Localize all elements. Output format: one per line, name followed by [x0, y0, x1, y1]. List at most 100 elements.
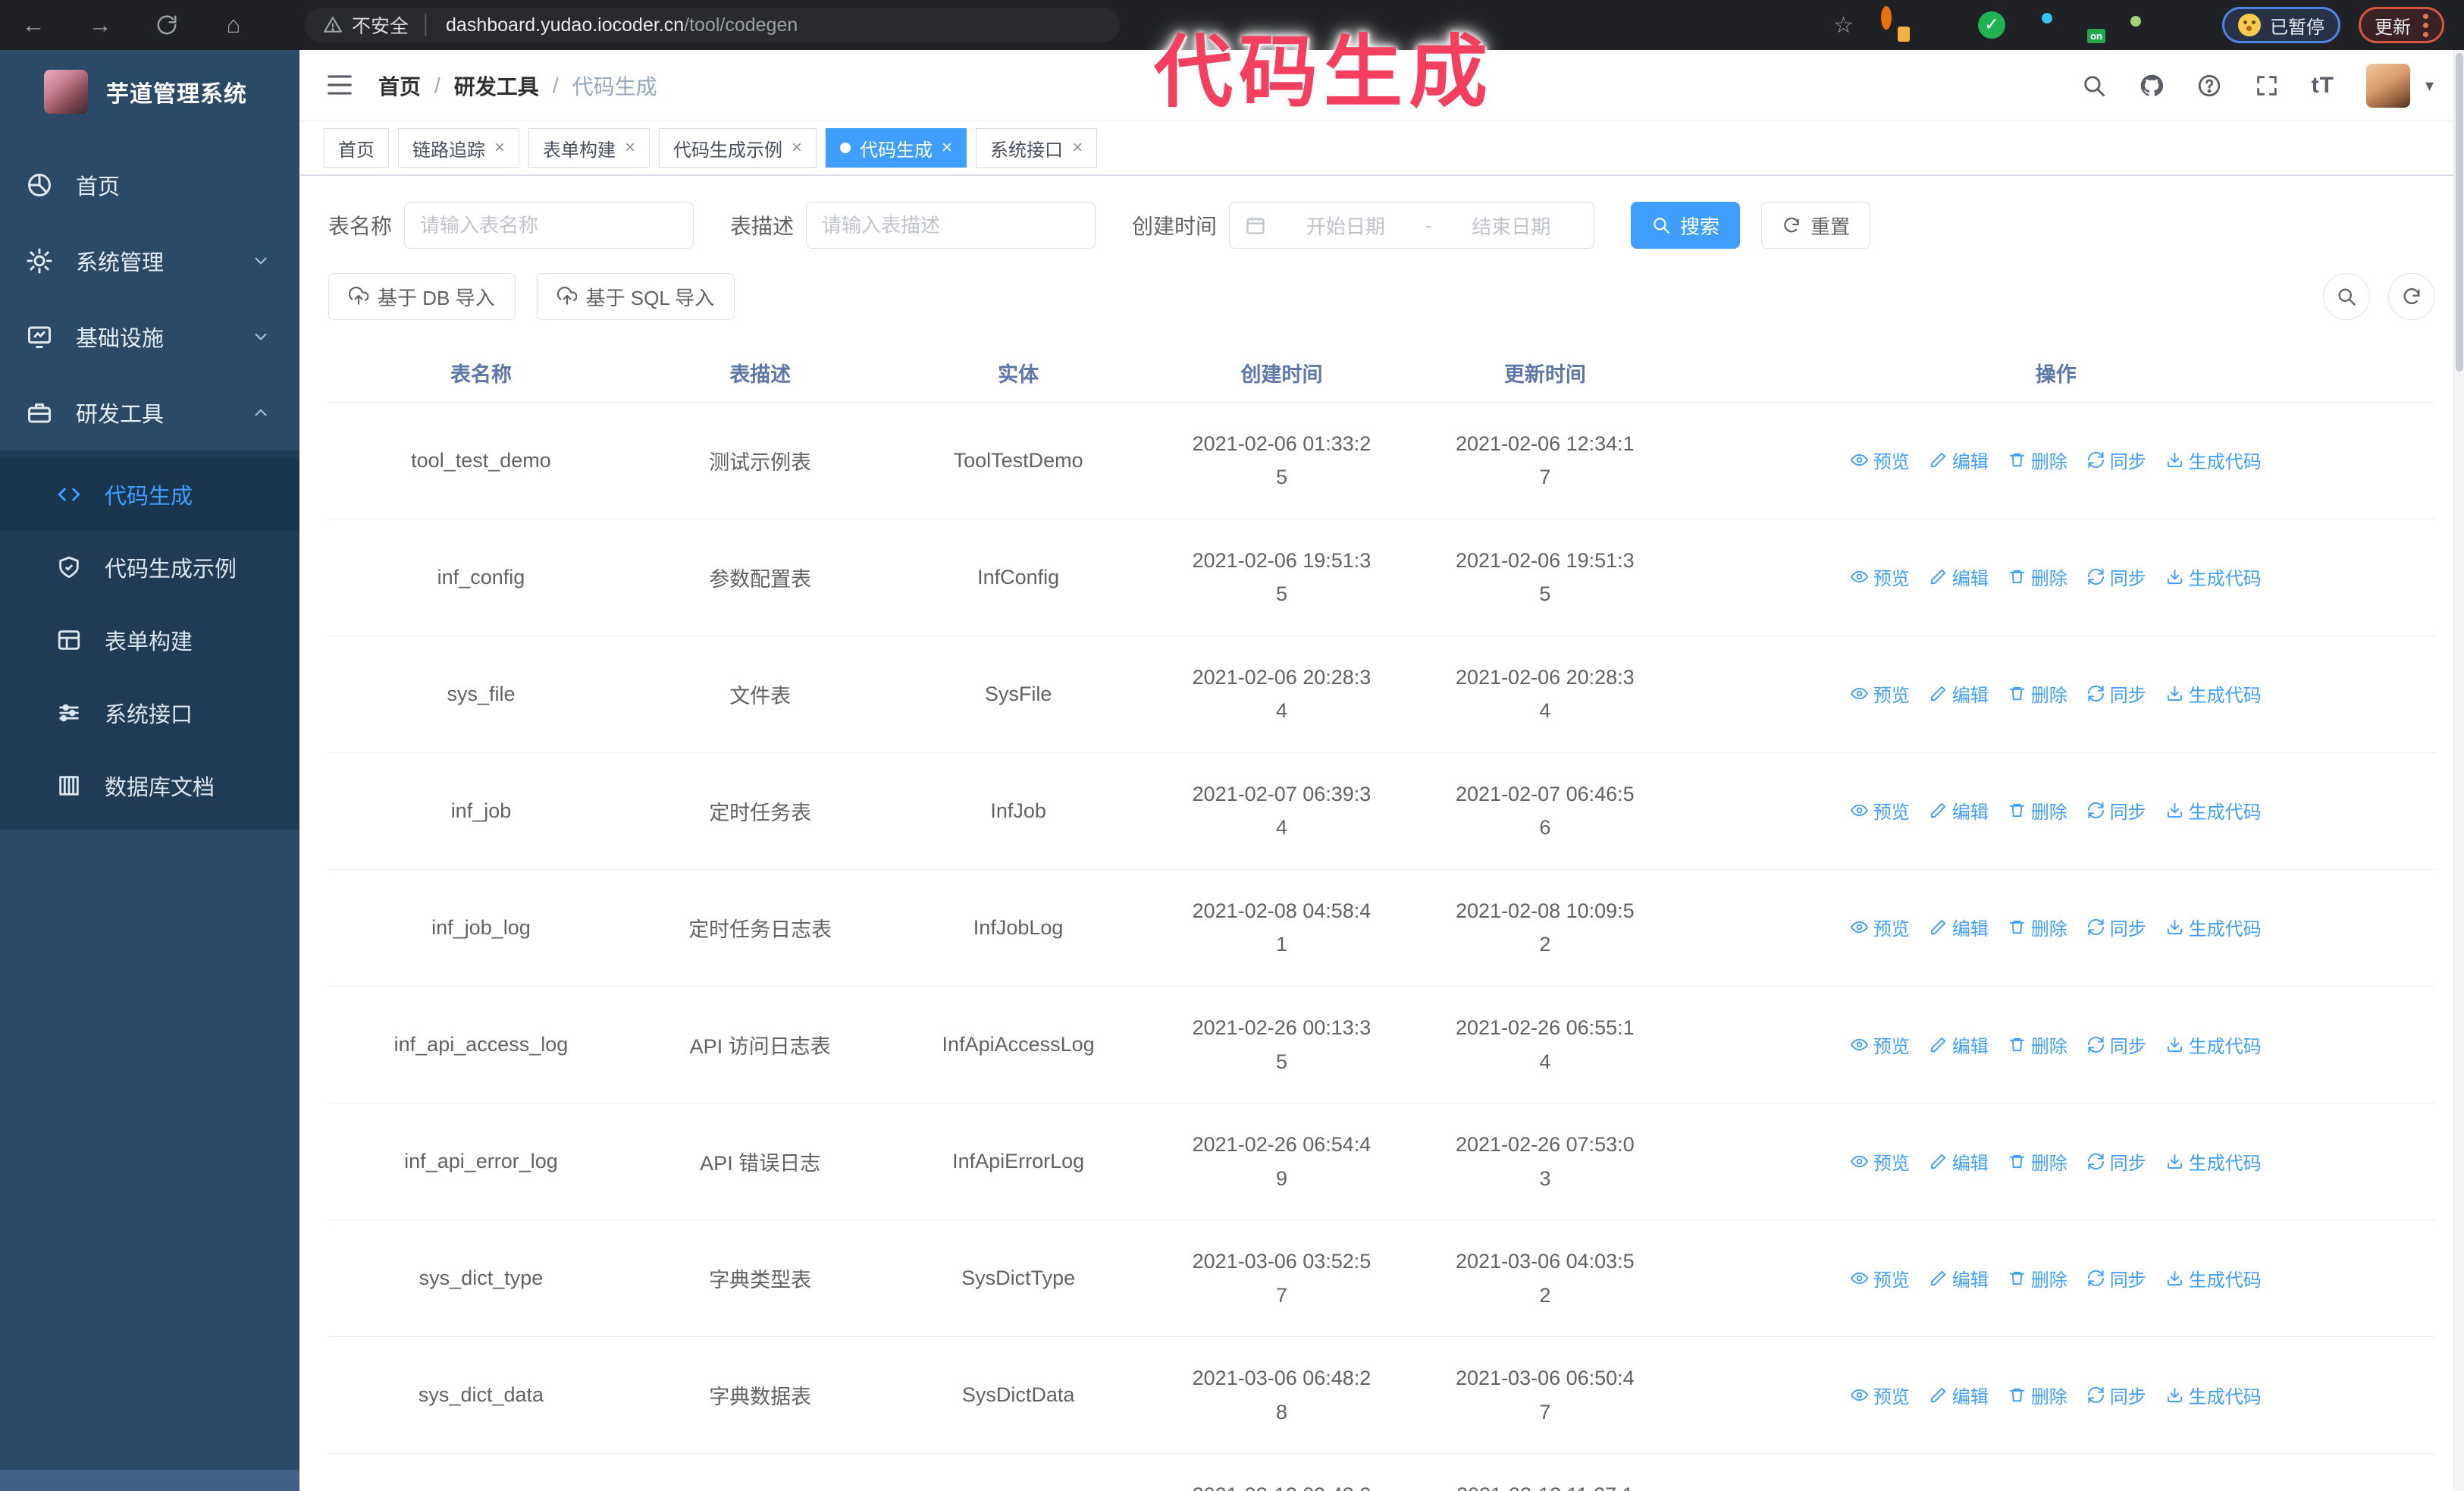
sync-link[interactable]: 同步 [2087, 1382, 2146, 1408]
generate-code-link[interactable]: 生成代码 [2166, 1031, 2262, 1058]
date-range-picker[interactable]: 开始日期 - 结束日期 [1229, 202, 1595, 249]
edit-link[interactable]: 编辑 [1930, 680, 1989, 707]
browser-update-button[interactable]: 更新 [2359, 7, 2444, 43]
browser-forward-icon[interactable]: → [88, 11, 112, 38]
github-icon[interactable] [2139, 73, 2165, 99]
hamburger-icon[interactable] [325, 71, 356, 101]
sidebar-item-form-builder[interactable]: 表单构建 [0, 604, 299, 676]
sidebar-item-home[interactable]: 首页 [0, 147, 299, 223]
sync-link[interactable]: 同步 [2087, 797, 2146, 824]
extension-console-icon[interactable]: on [2075, 11, 2105, 43]
edit-link[interactable]: 编辑 [1930, 1148, 1989, 1175]
toggle-search-button[interactable] [2323, 273, 2370, 320]
preview-link[interactable]: 预览 [1850, 563, 1910, 590]
scrollbar-thumb[interactable] [2455, 53, 2463, 372]
generate-code-link[interactable]: 生成代码 [2166, 563, 2262, 590]
delete-link[interactable]: 删除 [2008, 1265, 2067, 1292]
delete-link[interactable]: 删除 [2008, 563, 2067, 590]
preview-link[interactable]: 预览 [1850, 1031, 1910, 1058]
user-avatar[interactable] [2365, 63, 2410, 108]
import-sql-button[interactable]: 基于 SQL 导入 [536, 273, 735, 320]
sync-link[interactable]: 同步 [2087, 914, 2146, 940]
preview-link[interactable]: 预览 [1850, 447, 1910, 473]
delete-link[interactable]: 删除 [2008, 1148, 2067, 1175]
tab-system-api[interactable]: 系统接口 × [976, 128, 1098, 168]
generate-code-link[interactable]: 生成代码 [2166, 1382, 2262, 1408]
preview-link[interactable]: 预览 [1850, 1382, 1910, 1408]
sync-link[interactable]: 同步 [2087, 1148, 2146, 1175]
browser-home-icon[interactable]: ⌂ [226, 11, 241, 38]
table-desc-input[interactable] [806, 202, 1096, 249]
edit-link[interactable]: 编辑 [1930, 447, 1989, 473]
end-date-input[interactable]: 结束日期 [1472, 215, 1551, 238]
refresh-button[interactable] [2388, 273, 2435, 320]
edit-link[interactable]: 编辑 [1930, 914, 1989, 940]
breadcrumb-devtools[interactable]: 研发工具 [453, 74, 539, 99]
page-scrollbar[interactable] [2453, 50, 2464, 1491]
table-name-input[interactable] [404, 202, 694, 249]
close-icon[interactable]: × [792, 137, 803, 158]
kebab-menu-icon[interactable] [2423, 13, 2428, 37]
extension-grid-icon[interactable] [2027, 11, 2054, 39]
address-bar[interactable]: 不安全 │ dashboard.yudao.iocoder.cn/tool/co… [305, 8, 1120, 42]
breadcrumb-home[interactable]: 首页 [378, 74, 422, 99]
browser-back-icon[interactable]: ← [21, 11, 45, 38]
start-date-input[interactable]: 开始日期 [1306, 215, 1385, 238]
edit-link[interactable]: 编辑 [1930, 1382, 1989, 1408]
fullscreen-icon[interactable] [2254, 73, 2280, 99]
sidebar-item-infra[interactable]: 基础设施 [0, 299, 299, 375]
generate-code-link[interactable]: 生成代码 [2166, 1148, 2262, 1175]
close-icon[interactable]: × [1072, 137, 1083, 158]
delete-link[interactable]: 删除 [2008, 797, 2067, 824]
sidebar-item-db-doc[interactable]: 数据库文档 [0, 749, 299, 822]
delete-link[interactable]: 删除 [2008, 680, 2067, 707]
sidebar-collapse-bar[interactable] [0, 1470, 299, 1491]
generate-code-link[interactable]: 生成代码 [2166, 914, 2262, 940]
tab-form-builder[interactable]: 表单构建 × [528, 128, 650, 168]
extension-orange-icon[interactable] [1881, 6, 1910, 42]
browser-profile-button[interactable]: 已暂停 [2222, 7, 2340, 43]
generate-code-link[interactable]: 生成代码 [2166, 1265, 2262, 1292]
preview-link[interactable]: 预览 [1850, 1148, 1910, 1175]
generate-code-link[interactable]: 生成代码 [2166, 447, 2262, 473]
import-db-button[interactable]: 基于 DB 导入 [328, 273, 516, 320]
preview-link[interactable]: 预览 [1850, 1265, 1910, 1292]
delete-link[interactable]: 删除 [2008, 1031, 2067, 1058]
generate-code-link[interactable]: 生成代码 [2166, 680, 2262, 707]
tab-codegen-example[interactable]: 代码生成示例 × [659, 128, 817, 168]
extension-person-icon[interactable] [2124, 11, 2151, 39]
delete-link[interactable]: 删除 [2008, 914, 2067, 940]
preview-link[interactable]: 预览 [1850, 797, 1910, 824]
avatar-caret-icon[interactable]: ▾ [2425, 75, 2434, 95]
sync-link[interactable]: 同步 [2087, 563, 2146, 590]
edit-link[interactable]: 编辑 [1930, 1265, 1989, 1292]
extension-gem-icon[interactable] [1930, 11, 1957, 39]
search-icon[interactable] [2081, 73, 2107, 99]
sync-link[interactable]: 同步 [2087, 447, 2146, 473]
reset-button[interactable]: 重置 [1761, 202, 1871, 249]
close-icon[interactable]: × [494, 137, 506, 158]
font-size-icon[interactable]: tT [2311, 72, 2334, 98]
sync-link[interactable]: 同步 [2087, 1031, 2146, 1058]
generate-code-link[interactable]: 生成代码 [2166, 797, 2262, 824]
close-icon[interactable]: × [625, 137, 636, 158]
tab-home[interactable]: 首页 [324, 128, 389, 168]
sync-link[interactable]: 同步 [2087, 1265, 2146, 1292]
tab-tracing[interactable]: 链路追踪 × [398, 128, 520, 168]
browser-reload-icon[interactable] [153, 14, 180, 36]
delete-link[interactable]: 删除 [2008, 447, 2067, 473]
sidebar-item-codegen[interactable]: 代码生成 [0, 458, 299, 531]
bookmark-star-icon[interactable]: ☆ [1833, 12, 1854, 38]
edit-link[interactable]: 编辑 [1930, 1031, 1989, 1058]
edit-link[interactable]: 编辑 [1930, 563, 1989, 590]
sidebar-item-system[interactable]: 系统管理 [0, 223, 299, 299]
close-icon[interactable]: × [942, 137, 953, 158]
extension-puzzle-icon[interactable] [2172, 11, 2199, 39]
help-icon[interactable] [2196, 73, 2222, 99]
sidebar-item-system-api[interactable]: 系统接口 [0, 676, 299, 749]
delete-link[interactable]: 删除 [2008, 1382, 2067, 1408]
preview-link[interactable]: 预览 [1850, 680, 1910, 707]
edit-link[interactable]: 编辑 [1930, 797, 1989, 824]
tab-codegen[interactable]: 代码生成 × [826, 128, 967, 168]
sidebar-item-codegen-example[interactable]: 代码生成示例 [0, 531, 299, 604]
